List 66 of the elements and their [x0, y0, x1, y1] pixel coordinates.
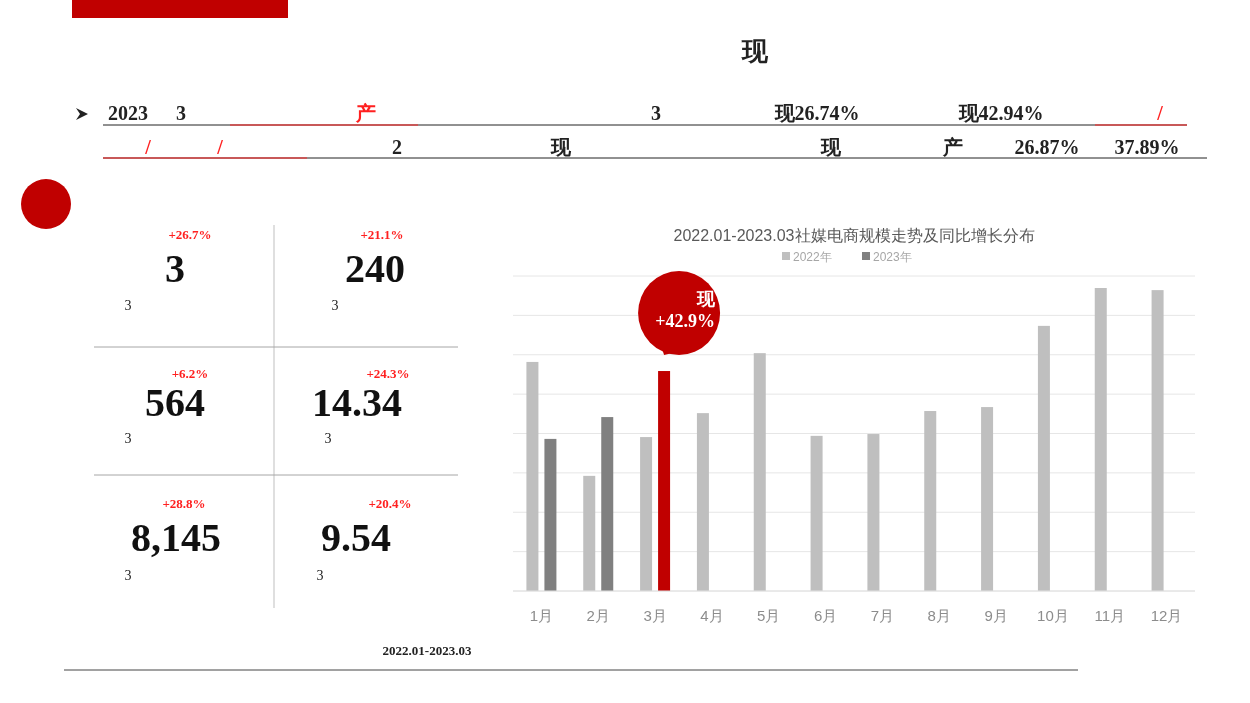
text: 现42.94%	[957, 102, 1044, 124]
legend-label: 2022年	[793, 250, 832, 264]
text: 3	[124, 568, 132, 583]
text: +6.2%	[171, 366, 209, 381]
text: 3	[176, 102, 186, 124]
legend-label: 2023年	[873, 250, 912, 264]
text: 3	[651, 102, 661, 124]
text: 240	[345, 246, 405, 291]
bar	[924, 411, 937, 591]
text: +21.1%	[360, 227, 404, 242]
text: 9.54	[321, 515, 391, 560]
text: /	[144, 136, 152, 158]
bar	[640, 437, 653, 591]
bar	[810, 435, 823, 591]
text: 产	[942, 136, 963, 158]
text: +26.7%	[168, 227, 212, 242]
x-tick-label: 7月	[870, 607, 895, 624]
bar	[981, 407, 994, 591]
x-tick-label: 11月	[1094, 607, 1126, 624]
text: /	[216, 136, 224, 158]
bar	[1094, 288, 1107, 591]
bar	[696, 413, 709, 591]
x-tick-label: 1月	[529, 607, 554, 624]
annotation: 现 +42.9%	[655, 289, 717, 332]
bar	[544, 438, 557, 591]
text: /	[1156, 102, 1164, 124]
x-tick-label: 6月	[813, 607, 838, 624]
bar	[753, 353, 766, 591]
text: 2023	[108, 102, 148, 124]
bar	[658, 371, 671, 591]
bar	[583, 475, 596, 591]
text: 现	[820, 136, 842, 158]
text: 现	[550, 136, 572, 158]
text: +24.3%	[366, 366, 410, 381]
text: 3	[331, 298, 339, 313]
text: 产	[355, 102, 376, 124]
text: 现	[741, 37, 769, 66]
text: 3	[124, 431, 132, 446]
chart-title: 2022.01-2023.03社媒电商规模走势及同比增长分布	[673, 227, 1035, 244]
bar	[1037, 325, 1050, 591]
text: 2022.01-2023.03	[382, 643, 472, 658]
x-tick-label: 5月	[757, 607, 781, 624]
text: 3	[324, 431, 332, 446]
text: 26.87%	[1014, 136, 1080, 158]
x-tick-label: 9月	[984, 607, 1008, 624]
bar	[526, 361, 539, 591]
text: 37.89%	[1114, 136, 1180, 158]
bar	[867, 434, 880, 591]
text: 8,145	[131, 515, 221, 560]
x-tick-label: 3月	[643, 607, 667, 624]
text: +28.8%	[162, 496, 206, 511]
x-tick-label: 10月	[1037, 607, 1069, 624]
text: 2	[392, 136, 402, 158]
text: 3	[316, 568, 324, 583]
bar	[601, 417, 614, 591]
x-tick-label: 8月	[927, 607, 951, 624]
text: 3	[124, 298, 132, 313]
x-tick-label: 4月	[700, 607, 724, 624]
text: 564	[145, 380, 205, 425]
text: 现26.74%	[773, 102, 860, 124]
x-tick-label: 12月	[1150, 607, 1183, 624]
x-tick-label: 2月	[586, 607, 610, 624]
text: 14.34	[312, 380, 402, 425]
bar	[1151, 290, 1164, 591]
text: +20.4%	[368, 496, 412, 511]
text: 3	[165, 246, 185, 291]
